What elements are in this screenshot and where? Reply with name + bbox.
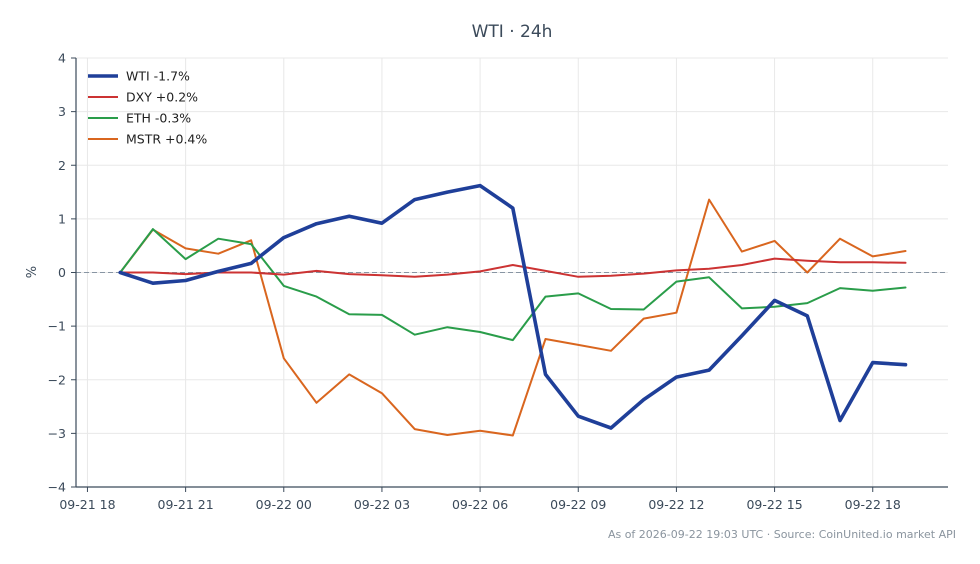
series-line-2 [119, 228, 907, 342]
y-tick-label-5: 1 [58, 211, 66, 226]
y-tick-label-6: 2 [58, 158, 66, 173]
series-line-0 [118, 183, 908, 430]
y-axis-label: % [25, 266, 40, 278]
y-tick-label-4: 0 [58, 265, 66, 280]
legend-label-2: ETH -0.3% [126, 111, 191, 126]
chart-title: WTI · 24h [472, 22, 553, 42]
y-tick-label-7: 3 [58, 104, 66, 119]
x-tick-label-1: 09-21 21 [158, 497, 214, 512]
y-tick-label-2: −2 [48, 372, 66, 387]
x-tick-label-4: 09-22 06 [452, 497, 508, 512]
plot-series [118, 183, 908, 437]
x-tick-label-5: 09-22 09 [550, 497, 606, 512]
x-tick-label-7: 09-22 15 [746, 497, 802, 512]
chart-footer: As of 2026-09-22 19:03 UTC · Source: Coi… [608, 528, 956, 541]
legend: WTI -1.7% DXY +0.2% ETH -0.3% MSTR +0.4% [88, 69, 207, 147]
y-tick-label-8: 4 [58, 51, 66, 66]
legend-label-0: WTI -1.7% [126, 69, 190, 84]
legend-label-1: DXY +0.2% [126, 90, 198, 105]
x-tick-label-6: 09-22 12 [648, 497, 704, 512]
x-tick-label-2: 09-22 00 [256, 497, 312, 512]
series-line-3 [119, 198, 907, 437]
legend-label-3: MSTR +0.4% [126, 132, 207, 147]
x-tick-label-3: 09-22 03 [354, 497, 410, 512]
x-tick-label-0: 09-21 18 [59, 497, 115, 512]
x-tick-label-8: 09-22 18 [845, 497, 901, 512]
x-tick-labels: 09-21 18 09-21 21 09-22 00 09-22 03 09-22 06… [59, 487, 901, 512]
series-line-1 [119, 257, 907, 278]
y-tick-labels: −4 −3 −2 −1 0 1 2 3 4 [48, 51, 76, 495]
y-tick-label-0: −4 [48, 480, 66, 495]
y-tick-label-3: −1 [48, 319, 66, 334]
y-tick-label-1: −3 [48, 426, 66, 441]
